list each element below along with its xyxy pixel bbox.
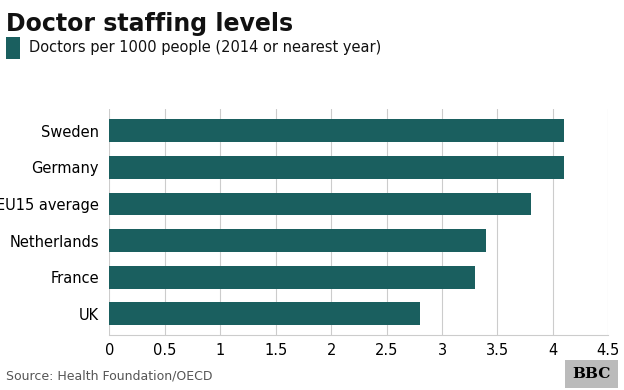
Text: Doctors per 1000 people (2014 or nearest year): Doctors per 1000 people (2014 or nearest… — [29, 41, 382, 55]
Text: Doctor staffing levels: Doctor staffing levels — [6, 12, 293, 36]
Text: Source: Health Foundation/OECD: Source: Health Foundation/OECD — [6, 369, 213, 382]
Bar — [109, 193, 531, 215]
Bar — [109, 229, 486, 252]
Bar — [109, 156, 564, 179]
Bar — [109, 266, 475, 289]
Text: BBC: BBC — [572, 367, 610, 381]
Bar — [109, 119, 564, 142]
Bar — [109, 302, 420, 325]
